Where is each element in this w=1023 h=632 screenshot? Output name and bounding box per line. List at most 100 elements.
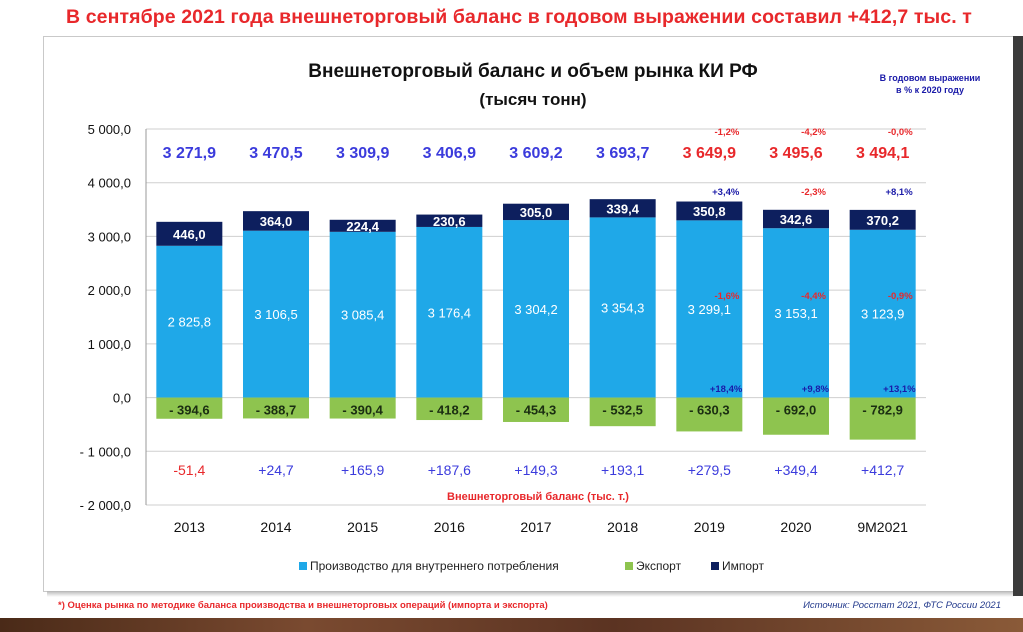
y-axis: 5 000,0 4 000,0 3 000,0 2 000,0 1 000,0 0,0 - … — [80, 122, 147, 513]
import-bar — [676, 201, 743, 221]
y-tick-label: 3 000,0 — [88, 229, 131, 244]
market-volume-label: 3 494,1 — [856, 145, 909, 162]
import-growth-label: +3,4% — [712, 187, 740, 198]
market-volume-label: 3 309,9 — [336, 145, 389, 162]
production-label: 3 354,3 — [601, 300, 644, 315]
trade-balance-label: +24,7 — [258, 462, 294, 478]
market-volume-label: 3 495,6 — [769, 145, 822, 162]
import-bar — [763, 209, 829, 229]
y-tick-label: 1 000,0 — [88, 337, 131, 352]
production-label: 3 304,2 — [514, 302, 557, 317]
headline: В сентябре 2021 года внешнеторговый бала… — [66, 6, 972, 28]
trade-balance-label: +149,3 — [514, 462, 557, 478]
export-label: - 532,5 — [602, 403, 642, 418]
export-label: - 692,0 — [776, 403, 816, 418]
import-bar — [416, 214, 483, 227]
import-label: 339,4 — [606, 201, 639, 216]
export-growth-label: +9,8% — [802, 384, 830, 395]
production-label: 2 825,8 — [168, 315, 211, 330]
export-bar — [763, 397, 829, 435]
market-growth-label: -1,2% — [715, 127, 740, 138]
import-label: 370,2 — [866, 213, 899, 228]
import-growth-label: -2,3% — [801, 187, 826, 198]
production-bar — [676, 220, 743, 398]
x-tick-label: 2018 — [607, 519, 638, 535]
production-bar — [763, 228, 829, 398]
x-tick-label: 2019 — [694, 519, 725, 535]
export-bar — [243, 397, 309, 419]
export-label: - 388,7 — [256, 403, 296, 418]
import-label: 446,0 — [173, 227, 206, 242]
import-bar — [243, 211, 309, 231]
import-label: 364,0 — [260, 214, 293, 229]
trade-balance-label: -51,4 — [173, 462, 205, 478]
export-label: - 782,9 — [862, 403, 902, 418]
legend-label: Экспорт — [636, 559, 682, 573]
market-volume-label: 3 649,9 — [683, 145, 736, 162]
export-bar — [156, 397, 223, 419]
legend-label: Импорт — [722, 559, 764, 573]
import-label: 230,6 — [433, 214, 466, 229]
y-tick-label: - 1 000,0 — [80, 444, 131, 459]
production-label: 3 299,1 — [688, 302, 731, 317]
export-bar — [849, 397, 916, 440]
production-growth-label: -1,6% — [715, 291, 740, 302]
chart-svg: Внешнеторговый баланс и объем рынка КИ Р… — [80, 61, 981, 573]
annual-note-line1: В годовом выражении — [880, 73, 981, 83]
export-label: - 394,6 — [169, 403, 209, 418]
y-tick-label: 2 000,0 — [88, 283, 131, 298]
import-label: 342,6 — [780, 212, 813, 227]
y-tick-label: 0,0 — [113, 391, 131, 406]
trade-balance-label: +193,1 — [601, 462, 644, 478]
market-volume-label: 3 609,2 — [509, 145, 562, 162]
export-label: - 630,3 — [689, 403, 729, 418]
production-label: 3 123,9 — [861, 307, 904, 322]
export-growth-label: +13,1% — [883, 384, 916, 395]
annotations: 3 271,9 -51,4 3 470,5 +24,7 3 309,9 +165,9 3 4… — [163, 127, 917, 478]
production-bar — [416, 226, 483, 398]
import-label: 305,0 — [520, 205, 553, 220]
import-bar — [503, 203, 569, 221]
export-bar — [329, 397, 396, 419]
x-tick-label: 2016 — [434, 519, 465, 535]
production-growth-label: -0,9% — [888, 291, 913, 302]
import-bar — [589, 199, 656, 218]
x-tick-label: 2014 — [260, 519, 291, 535]
market-growth-label: -0,0% — [888, 127, 913, 138]
legend-swatch — [711, 562, 719, 570]
x-tick-label: 9М2021 — [857, 519, 908, 535]
production-bar — [243, 230, 309, 398]
export-label: - 418,2 — [429, 403, 469, 418]
production-bar — [849, 229, 916, 398]
y-tick-label: - 2 000,0 — [80, 498, 131, 513]
market-volume-label: 3 271,9 — [163, 145, 216, 162]
x-axis: 2013 2014 2015 2016 2017 2018 2019 2020 9М2021 — [174, 519, 908, 535]
legend-swatch — [299, 562, 307, 570]
export-growth-label: +18,4% — [710, 384, 743, 395]
production-label: 3 176,4 — [428, 305, 471, 320]
x-tick-label: 2015 — [347, 519, 378, 535]
legend-swatch — [625, 562, 633, 570]
production-label: 3 106,5 — [254, 307, 297, 322]
import-bar — [329, 219, 396, 232]
source-note: Источник: Росстат 2021, ФТС России 2021 — [803, 600, 1001, 611]
y-tick-label: 4 000,0 — [88, 176, 131, 191]
trade-balance-label: +187,6 — [428, 462, 471, 478]
export-label: - 390,4 — [342, 403, 383, 418]
market-volume-label: 3 470,5 — [249, 145, 302, 162]
export-bar — [676, 397, 743, 432]
background-strip — [0, 618, 1023, 632]
import-bar — [849, 209, 916, 230]
trade-balance-label: +349,4 — [774, 462, 817, 478]
production-growth-label: -4,4% — [801, 291, 826, 302]
import-bar — [156, 221, 223, 246]
production-label: 3 085,4 — [341, 308, 384, 323]
export-bar — [589, 397, 656, 427]
production-bar — [156, 245, 223, 398]
market-volume-label: 3 406,9 — [423, 145, 476, 162]
import-label: 224,4 — [346, 219, 379, 234]
x-tick-label: 2017 — [520, 519, 551, 535]
window-edge — [1013, 36, 1023, 596]
production-bar — [589, 217, 656, 398]
chart-frame: Внешнеторговый баланс и объем рынка КИ Р… — [43, 36, 1014, 592]
